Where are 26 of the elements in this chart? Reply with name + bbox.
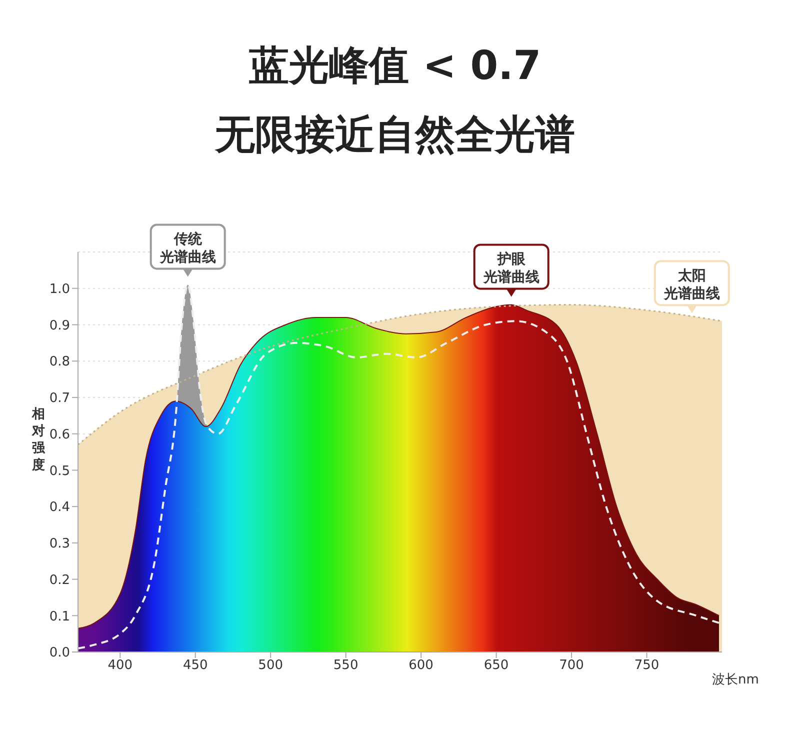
y-axis-title: 相对强度 xyxy=(31,407,46,473)
y-tick-label: 0.5 xyxy=(49,464,70,479)
x-tick-label: 500 xyxy=(258,658,284,674)
x-tick-label: 700 xyxy=(559,658,584,674)
x-tick-label: 600 xyxy=(408,658,434,674)
y-tick-label: 0.2 xyxy=(49,572,70,588)
x-axis-title: 波长nm xyxy=(712,672,759,688)
y-tick-label: 0.6 xyxy=(49,427,70,442)
x-tick-label: 450 xyxy=(182,658,208,674)
text: 传统光谱曲线 xyxy=(158,230,216,266)
series-label: 太阳光谱曲线 xyxy=(662,268,720,302)
y-tick-label: 1.0 xyxy=(49,282,70,297)
x-tick-label: 550 xyxy=(333,658,358,674)
y-tick-label: 0.9 xyxy=(49,318,70,334)
chart-subtitle: 无限接近自然全光谱 xyxy=(214,111,576,160)
series-label: 护眼光谱曲线 xyxy=(482,250,540,286)
x-tick-label: 400 xyxy=(108,658,133,674)
y-tick-label: 0.3 xyxy=(49,536,70,552)
chart-title: 蓝光峰值 < 0.7 xyxy=(248,42,542,91)
x-tick-label: 750 xyxy=(634,658,660,674)
y-tick-label: 0.0 xyxy=(49,646,70,661)
y-tick-label: 0.8 xyxy=(49,354,70,370)
x-tick-label: 650 xyxy=(484,658,509,674)
y-tick-label: 0.1 xyxy=(49,609,70,624)
y-tick-label: 0.7 xyxy=(49,391,70,406)
y-tick-label: 0.4 xyxy=(49,500,70,516)
